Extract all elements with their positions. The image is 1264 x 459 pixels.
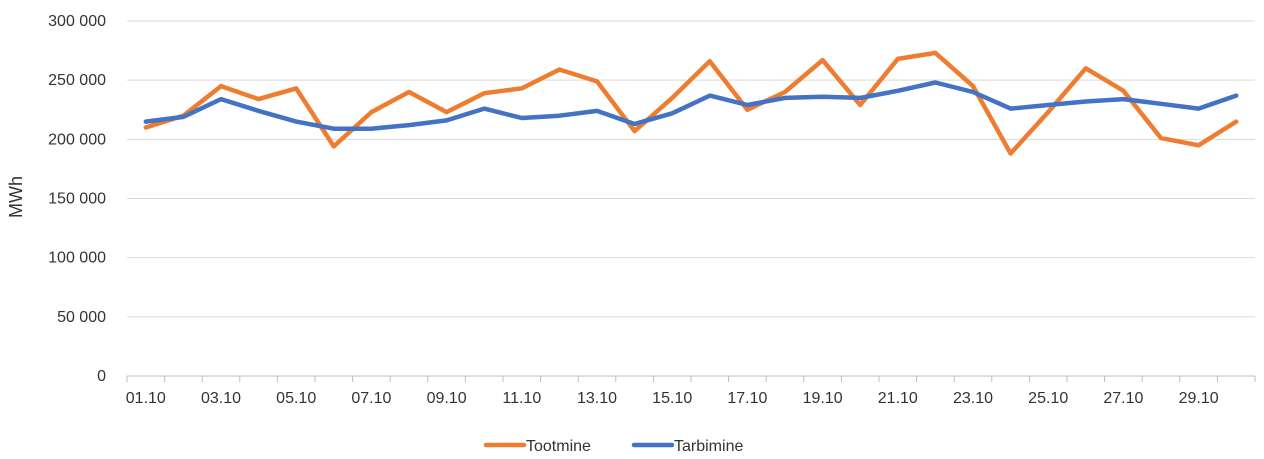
- x-tick-label: 29.10: [1179, 390, 1219, 407]
- x-tick-label: 17.10: [727, 390, 767, 407]
- x-tick-label: 21.10: [878, 390, 918, 407]
- y-tick-label: 50 000: [57, 309, 106, 326]
- y-tick-label: 100 000: [48, 250, 106, 267]
- x-axis-ticks: 01.10 03.10 05.10 07.10 09.10 11.10 13.10 15.10…: [126, 376, 1256, 407]
- x-tick-label: 07.10: [351, 390, 391, 407]
- x-tick-label: 27.10: [1103, 390, 1143, 407]
- series-lines: [143, 50, 1239, 156]
- legend: Tootmine Tarbimine: [483, 438, 743, 455]
- legend-item-tootmine: Tootmine: [483, 438, 591, 455]
- x-tick-label: 19.10: [803, 390, 843, 407]
- y-tick-label: 150 000: [48, 191, 106, 208]
- x-tick-label: 13.10: [577, 390, 617, 407]
- x-tick-label: 25.10: [1028, 390, 1068, 407]
- x-tick-label: 15.10: [652, 390, 692, 407]
- x-tick-label: 05.10: [276, 390, 316, 407]
- y-tick-label: 200 000: [48, 131, 106, 148]
- x-tick-label: 09.10: [427, 390, 467, 407]
- series-line-tarbimine: [143, 80, 1239, 131]
- y-tick-label: 250 000: [48, 72, 106, 89]
- x-tick-label: 23.10: [953, 390, 993, 407]
- y-axis-label: MWh: [6, 176, 26, 218]
- gridlines: [127, 20, 1255, 318]
- legend-item-tarbimine: Tarbimine: [631, 438, 743, 455]
- x-tick-label: 11.10: [502, 390, 541, 407]
- y-tick-label: 0: [97, 368, 106, 385]
- legend-label: Tootmine: [526, 438, 591, 455]
- x-tick-label: 03.10: [201, 390, 241, 407]
- x-tick-label: 01.10: [126, 390, 166, 407]
- legend-label: Tarbimine: [674, 438, 743, 455]
- y-axis-ticks: 0 50 000 100 000 150 000 200 000 250 000 300 0…: [48, 13, 106, 385]
- y-tick-label: 300 000: [48, 13, 106, 30]
